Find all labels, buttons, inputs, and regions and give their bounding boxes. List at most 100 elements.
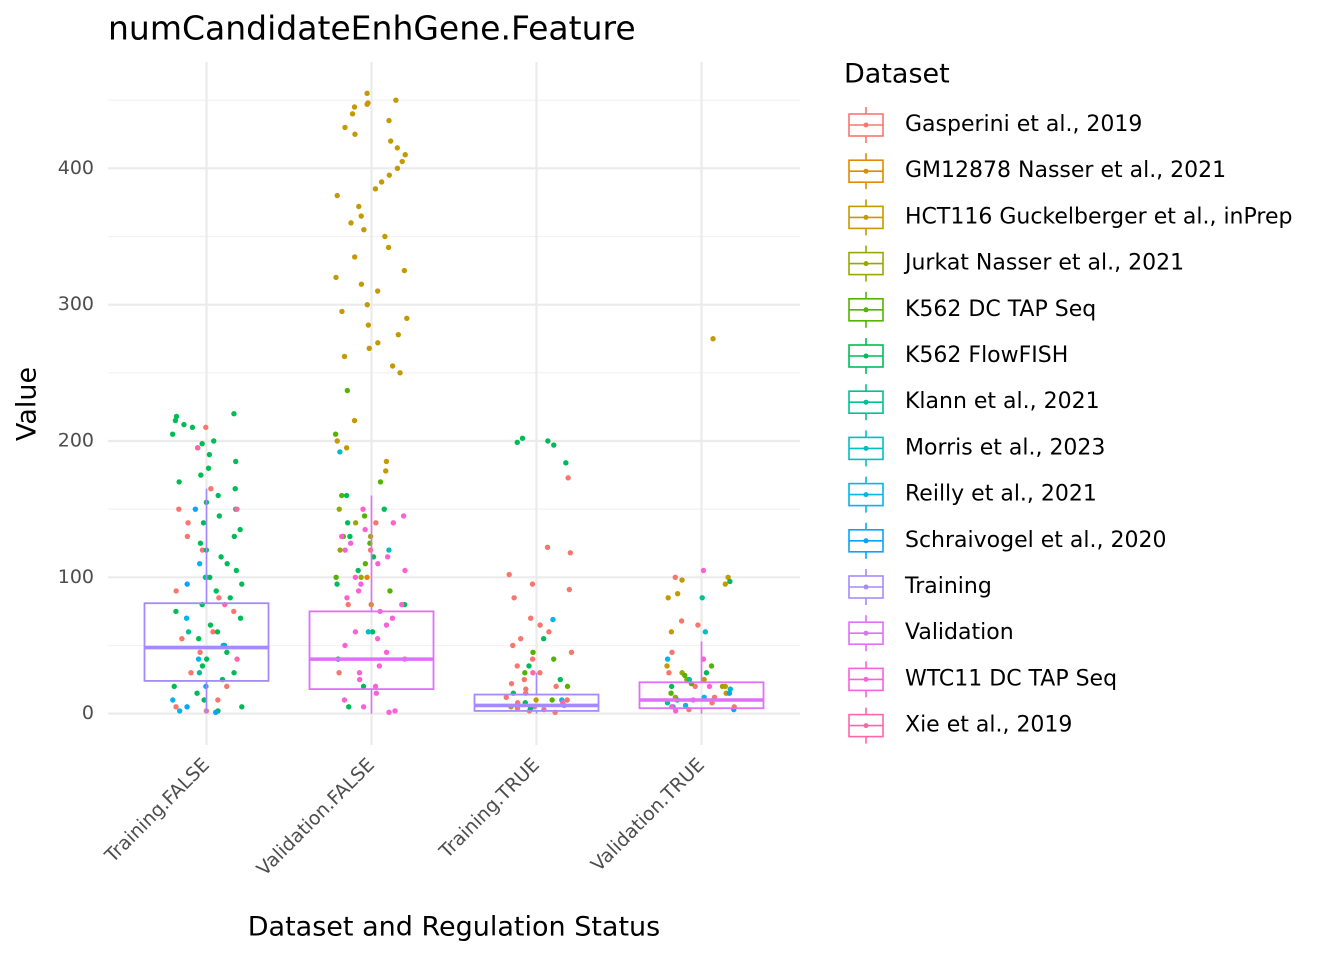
legend-key bbox=[863, 492, 869, 498]
point bbox=[401, 267, 408, 274]
point bbox=[678, 618, 685, 624]
point bbox=[342, 547, 348, 553]
y-axis-title: Value bbox=[12, 367, 43, 441]
point bbox=[386, 172, 393, 178]
point bbox=[215, 492, 221, 499]
point bbox=[518, 635, 524, 642]
point bbox=[386, 709, 392, 715]
point bbox=[366, 345, 372, 351]
legend-key bbox=[863, 676, 869, 682]
point bbox=[367, 547, 374, 553]
point bbox=[339, 308, 345, 315]
point bbox=[196, 670, 203, 676]
point bbox=[377, 479, 384, 485]
point bbox=[682, 672, 688, 679]
point bbox=[567, 550, 574, 556]
point bbox=[207, 574, 213, 581]
point bbox=[387, 588, 393, 594]
legend-key bbox=[863, 307, 869, 313]
point bbox=[550, 656, 557, 662]
legend-item: Validation bbox=[848, 615, 1014, 652]
point bbox=[176, 708, 183, 714]
point bbox=[666, 670, 672, 676]
point bbox=[344, 595, 350, 601]
x-tick-label: Training.TRUE bbox=[435, 754, 544, 863]
point bbox=[360, 683, 367, 690]
point bbox=[378, 179, 385, 185]
point bbox=[334, 438, 340, 444]
point bbox=[389, 363, 396, 369]
point bbox=[526, 663, 532, 669]
point bbox=[205, 465, 212, 471]
point bbox=[722, 581, 728, 587]
point bbox=[361, 513, 368, 519]
point bbox=[332, 431, 339, 437]
legend-label: WTC11 DC TAP Seq bbox=[905, 666, 1117, 691]
point bbox=[372, 683, 379, 690]
box bbox=[638, 681, 765, 710]
point bbox=[551, 442, 557, 448]
y-tick-label: 300 bbox=[58, 293, 94, 315]
point bbox=[522, 670, 528, 676]
point bbox=[215, 697, 221, 703]
point bbox=[184, 581, 190, 587]
legend-item: GM12878 Nasser et al., 2021 bbox=[848, 153, 1226, 190]
legend-item: Training bbox=[848, 569, 992, 605]
point bbox=[336, 670, 342, 676]
point bbox=[390, 520, 396, 526]
legend-label: Reilly et al., 2021 bbox=[905, 482, 1097, 507]
point bbox=[333, 574, 339, 581]
point bbox=[358, 213, 364, 219]
legend-key bbox=[863, 214, 869, 220]
point bbox=[514, 663, 520, 669]
legend-item: Schraivogel et al., 2020 bbox=[848, 522, 1166, 559]
point bbox=[533, 697, 539, 703]
point bbox=[333, 274, 339, 281]
point bbox=[700, 567, 707, 574]
point bbox=[356, 670, 363, 676]
point bbox=[348, 220, 354, 226]
y-tick-label: 200 bbox=[58, 429, 94, 451]
legend-key bbox=[863, 445, 869, 451]
point bbox=[365, 322, 372, 328]
legend-label: K562 DC TAP Seq bbox=[905, 297, 1096, 322]
point bbox=[521, 676, 527, 683]
point bbox=[346, 704, 352, 710]
point bbox=[702, 629, 709, 635]
point bbox=[385, 244, 392, 251]
point bbox=[210, 629, 216, 635]
legend-item: WTC11 DC TAP Seq bbox=[848, 661, 1117, 698]
point bbox=[197, 540, 204, 546]
point bbox=[364, 90, 370, 97]
x-axis-title: Dataset and Regulation Status bbox=[248, 912, 661, 943]
point bbox=[550, 616, 556, 623]
point bbox=[188, 670, 194, 676]
point bbox=[508, 680, 515, 687]
legend-label: Klann et al., 2021 bbox=[905, 389, 1100, 414]
point bbox=[234, 656, 240, 662]
point bbox=[399, 158, 405, 165]
point bbox=[208, 486, 214, 492]
point bbox=[511, 595, 517, 601]
point bbox=[669, 649, 675, 655]
point bbox=[374, 635, 381, 642]
point bbox=[200, 520, 207, 526]
legend-key bbox=[863, 168, 869, 174]
point bbox=[549, 697, 555, 703]
point bbox=[173, 608, 179, 615]
point bbox=[529, 656, 536, 662]
point bbox=[234, 506, 240, 512]
point bbox=[339, 533, 345, 540]
point bbox=[384, 554, 391, 560]
point bbox=[239, 704, 245, 710]
point bbox=[173, 413, 180, 420]
point bbox=[216, 513, 223, 519]
point bbox=[337, 547, 343, 553]
point bbox=[565, 475, 571, 481]
legend-label: HCT116 Guckelberger et al., inPrep bbox=[905, 204, 1292, 229]
x-tick-label: Training.FALSE bbox=[100, 754, 214, 868]
point bbox=[361, 226, 367, 233]
point bbox=[214, 629, 221, 635]
legend-item: Klann et al., 2021 bbox=[848, 384, 1100, 421]
point bbox=[189, 424, 196, 431]
